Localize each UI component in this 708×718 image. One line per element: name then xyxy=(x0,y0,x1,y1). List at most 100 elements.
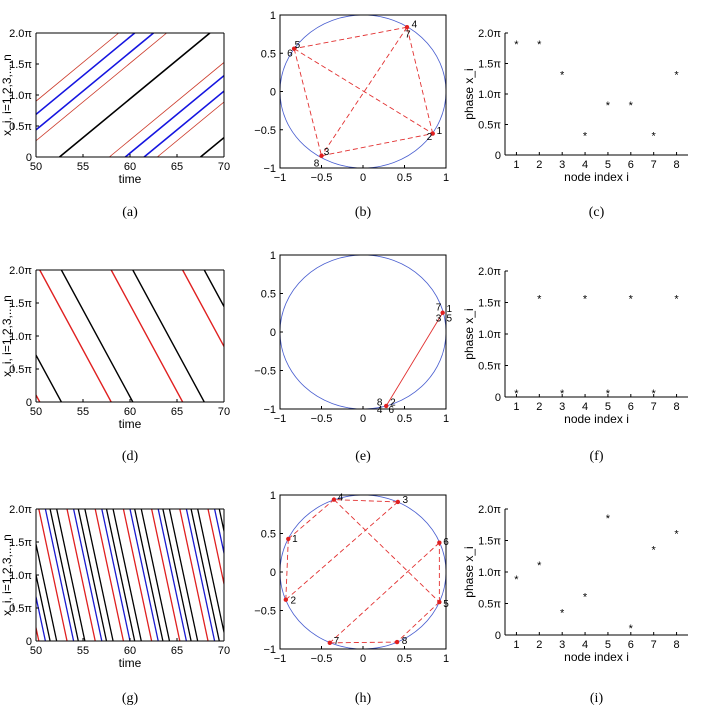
series-red-line xyxy=(36,33,167,142)
phase-point: * xyxy=(606,513,611,525)
y-tick-label: 1.5π xyxy=(9,59,32,71)
x-tick-label: −0.5 xyxy=(311,653,333,665)
x-tick-label: 0.5 xyxy=(397,172,412,184)
node-label: 7 xyxy=(334,636,340,647)
x-tick-label: 55 xyxy=(77,161,89,173)
connection-edge xyxy=(293,48,433,134)
series-black-line xyxy=(203,270,224,308)
x-tick-label: 5 xyxy=(605,401,611,413)
phase-point: * xyxy=(560,608,565,620)
connection-edge xyxy=(333,499,440,603)
y-tick-label: 0.5 xyxy=(261,289,276,301)
series-black-line xyxy=(36,353,62,402)
series-red-line xyxy=(179,509,209,641)
x-tick-label: 65 xyxy=(171,645,183,657)
node-marker xyxy=(291,46,297,51)
series-blue-line xyxy=(143,90,224,157)
x-tick-label: 1 xyxy=(513,159,519,171)
series-black-line xyxy=(276,270,347,402)
y-axis-label: x_i, i=1,2,3,...,n xyxy=(0,534,14,616)
series-black-line xyxy=(226,509,254,641)
x-tick-label: 3 xyxy=(559,639,565,651)
connection-edge xyxy=(385,312,444,407)
x-axis-label: node index i xyxy=(564,650,629,664)
plot-area xyxy=(280,15,446,168)
y-tick-label: 1 xyxy=(270,490,276,502)
x-tick-label: 3 xyxy=(559,159,565,171)
connection-edge xyxy=(288,499,335,540)
y-tick-label: 0.5π xyxy=(9,364,32,376)
phase-point: * xyxy=(652,131,657,143)
connection-edge xyxy=(285,538,289,600)
y-tick-label: 0.5π xyxy=(478,120,501,132)
y-tick-label: 1.5π xyxy=(9,298,32,310)
x-tick-label: 0.5 xyxy=(397,413,412,425)
x-tick-label: 1 xyxy=(443,653,449,665)
y-tick-label: 0 xyxy=(495,392,501,404)
y-tick-label: 0.5 xyxy=(261,529,276,541)
series-black-line xyxy=(60,270,134,402)
node-marker xyxy=(404,25,410,30)
panel-e: 7 13 58 24 6−1 −0.5 0 0.5 1−1−0.500.51(e) xyxy=(254,250,452,464)
y-tick-label: 1.0π xyxy=(9,90,32,102)
phase-point: * xyxy=(583,592,588,604)
series-black-line xyxy=(58,33,211,157)
y-tick-label: 1 xyxy=(270,10,276,22)
panel-a: 50 55 60 65 70 0 0.5π 1.0π 1.5π 2.0π time x_i, i=1,… xyxy=(0,28,230,220)
series-red-line xyxy=(39,270,112,402)
y-axis-label: phase x_i xyxy=(462,546,476,597)
connection-edge xyxy=(321,26,408,157)
node-label: 4 xyxy=(377,405,383,416)
plot-area xyxy=(280,495,446,649)
series-black-line xyxy=(105,509,136,641)
plot-area xyxy=(36,33,224,157)
x-tick-label: 7 xyxy=(651,401,657,413)
panel-g: 50 55 60 65 70 0 0.5π 1.0π 1.5π 2.0π time x_i, i=1,… xyxy=(0,504,254,706)
y-tick-label: 2.0π xyxy=(9,28,32,40)
unit-circle xyxy=(280,495,446,649)
panel-i: * * * * * * * * 1 2 3 4 5 6 7 8 0 0.5π 1.0π 1.5π 2.0π node in… xyxy=(462,504,688,706)
x-tick-label: 70 xyxy=(218,161,230,173)
node-label: 3 xyxy=(403,495,409,506)
phase-point: * xyxy=(560,70,565,82)
x-tick-label: 6 xyxy=(628,401,634,413)
x-tick-label: 60 xyxy=(124,406,136,418)
phase-point: * xyxy=(514,39,519,51)
x-tick-label: 70 xyxy=(218,645,230,657)
y-tick-label: 1.0π xyxy=(478,567,501,579)
phase-point: * xyxy=(514,574,519,586)
y-tick-label: 0 xyxy=(270,567,276,579)
panel-c: * * * * * * * * 1 2 3 4 5 6 7 8 0 0.5π 1.0π 1.5π 2.0π node in… xyxy=(462,28,688,220)
x-tick-label: 50 xyxy=(30,161,42,173)
node-marker xyxy=(437,540,442,545)
x-tick-label: 1 xyxy=(443,172,449,184)
node-marker xyxy=(394,639,400,645)
connection-edge xyxy=(406,27,434,134)
node-label: 7 xyxy=(405,29,411,40)
y-tick-label: −1 xyxy=(263,644,276,656)
node-label: 1 xyxy=(292,534,298,545)
x-tick-label: 60 xyxy=(124,161,136,173)
node-label: 3 xyxy=(436,313,442,324)
node-label: 2 xyxy=(427,132,433,143)
series-blue-line xyxy=(101,509,131,641)
y-tick-label: 0 xyxy=(495,630,501,642)
series-blue-line xyxy=(129,509,159,641)
x-tick-label: 50 xyxy=(30,645,42,657)
node-label: 4 xyxy=(412,19,418,30)
y-tick-label: 1 xyxy=(270,250,276,262)
x-tick-label: 8 xyxy=(674,159,680,171)
series-red-line xyxy=(110,270,184,402)
y-tick-label: 1.5π xyxy=(9,537,32,549)
connection-edge xyxy=(285,501,399,601)
panel-caption: (a) xyxy=(122,205,138,220)
series-red-line xyxy=(157,101,224,157)
y-tick-label: 0.5π xyxy=(478,361,501,373)
series-black-line xyxy=(140,509,171,641)
x-tick-label: 7 xyxy=(651,159,657,171)
x-tick-label: 8 xyxy=(674,401,680,413)
series-blue-line xyxy=(213,509,224,557)
y-tick-label: −1 xyxy=(263,163,276,175)
node-label: 1 xyxy=(437,126,443,137)
series-black-line xyxy=(77,509,108,641)
